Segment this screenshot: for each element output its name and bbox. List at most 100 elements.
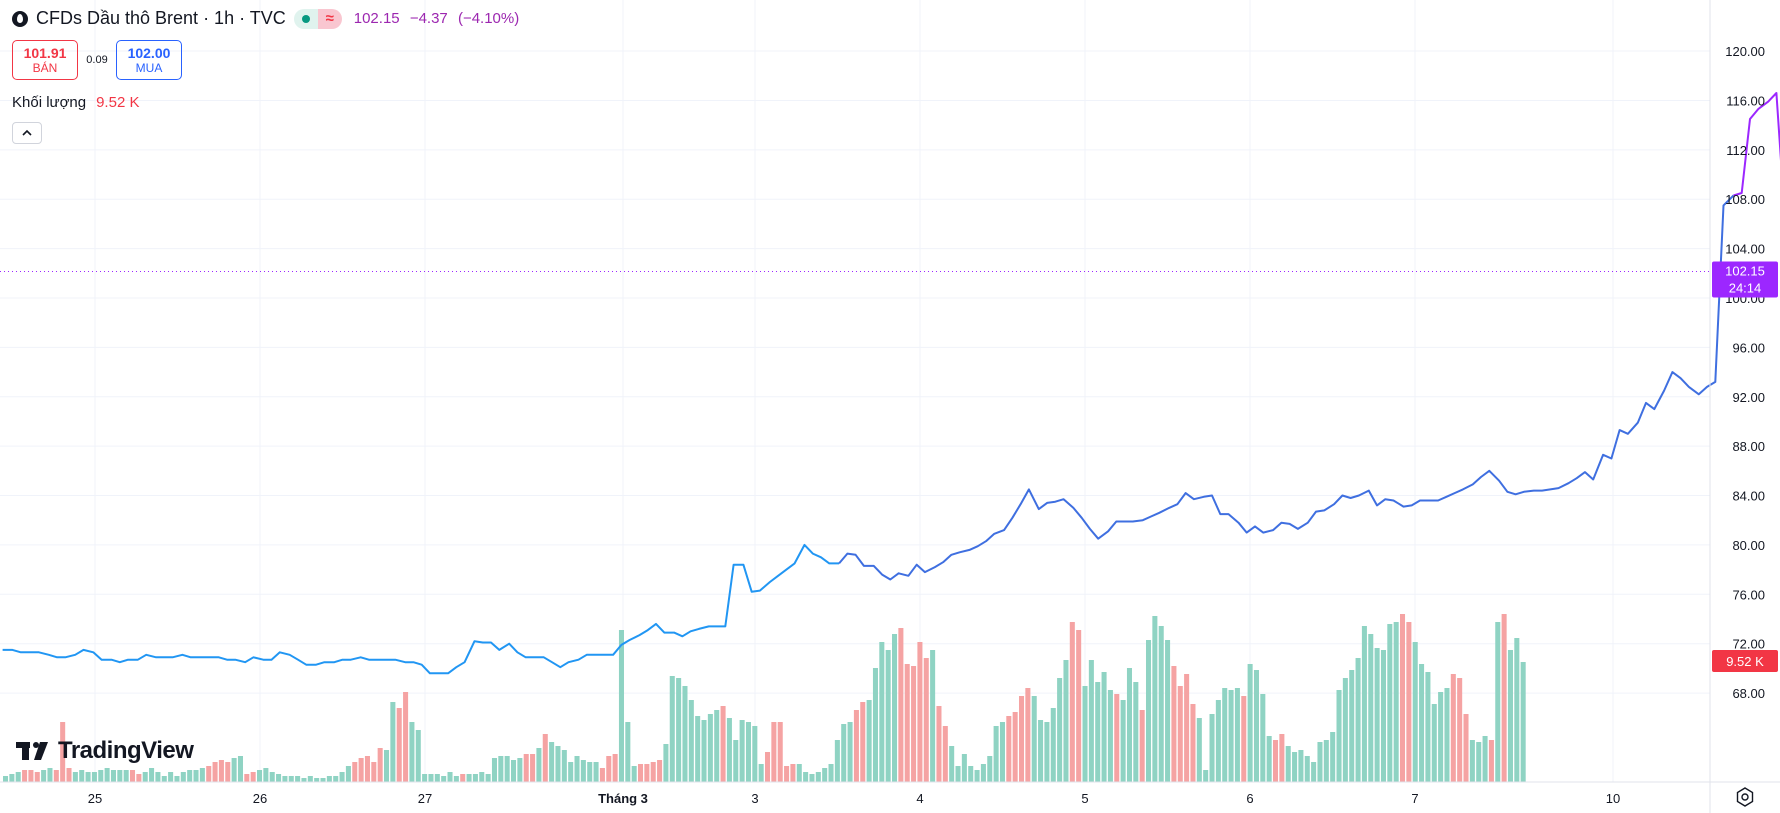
y-tick-label: 72.00	[1732, 637, 1765, 652]
sell-button[interactable]: 101.91 BÁN	[12, 40, 78, 80]
volume-bar	[453, 776, 459, 782]
volume-bar	[580, 760, 586, 782]
y-tick-label: 112.00	[1726, 143, 1765, 158]
volume-bar	[104, 768, 110, 782]
symbol-title[interactable]: CFDs Dầu thô Brent · 1h · TVC	[36, 8, 286, 28]
tradingview-logo[interactable]: TradingView	[16, 737, 194, 765]
price-summary: 102.15 −4.37 (−4.10%)	[354, 10, 526, 27]
volume-bar	[28, 770, 34, 782]
volume-bar	[1120, 700, 1126, 782]
volume-bar	[885, 650, 891, 782]
x-tick-label: 4	[916, 791, 923, 806]
logo-text: TradingView	[58, 737, 194, 764]
volume-bar	[34, 772, 40, 782]
x-tick-label: 6	[1246, 791, 1253, 806]
oil-drop-icon	[12, 10, 28, 27]
volume-bar	[136, 774, 142, 782]
y-tick-label: 108.00	[1725, 192, 1765, 207]
volume-bar	[60, 722, 66, 782]
volume-bar	[142, 772, 148, 782]
chart-settings-button[interactable]	[1734, 786, 1756, 808]
volume-bar	[847, 722, 853, 782]
volume-bar	[1044, 722, 1050, 782]
volume-bar	[415, 730, 421, 782]
volume-bar	[644, 764, 650, 782]
volume-bar	[1342, 678, 1348, 782]
volume-bar	[949, 746, 955, 782]
volume-bar	[307, 776, 313, 782]
market-open-icon	[293, 8, 318, 29]
volume-bar	[587, 762, 593, 782]
volume-bar	[1298, 750, 1304, 782]
volume-bar	[434, 774, 440, 782]
volume-bar	[47, 768, 53, 782]
price-line-series	[1733, 92, 1780, 197]
volume-bar	[110, 770, 116, 782]
y-tick-label: 68.00	[1732, 686, 1765, 701]
volume-bar	[828, 764, 834, 782]
volume-bar	[638, 764, 644, 782]
volume-bar	[288, 776, 294, 782]
volume-bar	[390, 702, 396, 782]
volume-bar	[1082, 686, 1088, 782]
volume-bar	[1457, 678, 1463, 782]
volume-bar	[771, 722, 777, 782]
market-status[interactable]: ≈	[293, 8, 342, 29]
volume-bar	[403, 692, 409, 782]
volume-bar	[1152, 616, 1158, 782]
volume-bar	[669, 676, 675, 782]
volume-bar	[218, 760, 224, 782]
volume-bar	[479, 772, 485, 782]
volume-bar	[860, 702, 866, 782]
volume-bar	[822, 768, 828, 782]
volume-bar	[326, 776, 332, 782]
volume-bar	[1171, 666, 1177, 782]
volume-bar	[879, 642, 885, 782]
x-tick-label: 7	[1411, 791, 1418, 806]
volume-bar	[968, 766, 974, 782]
price-change: −4.37	[409, 10, 448, 27]
chevron-up-icon	[22, 129, 32, 136]
volume-bar	[1266, 736, 1272, 782]
x-tick-label: 26	[253, 791, 267, 806]
volume-bar	[1228, 690, 1234, 782]
volume-bar	[682, 686, 688, 782]
volume-bar	[1292, 752, 1298, 782]
x-tick-label: 25	[88, 791, 102, 806]
x-tick-label: 3	[751, 791, 758, 806]
volume-bar	[250, 772, 256, 782]
volume-bar	[872, 668, 878, 782]
price-line-series	[838, 194, 1735, 581]
y-tick-label: 88.00	[1732, 439, 1765, 454]
volume-bar	[422, 774, 428, 782]
volume-value: 9.52 K	[96, 94, 140, 111]
volume-bar	[1368, 634, 1374, 782]
volume-bar	[22, 770, 28, 782]
volume-bar	[974, 770, 980, 782]
volume-bar	[803, 772, 809, 782]
volume-bar	[1304, 756, 1310, 782]
last-price-badge	[1712, 261, 1778, 298]
volume-legend[interactable]: Khối lượng 9.52 K	[12, 94, 139, 111]
volume-bar	[1380, 650, 1386, 782]
volume-bar	[555, 746, 561, 782]
volume-bar	[1419, 664, 1425, 782]
volume-bar	[409, 722, 415, 782]
volume-bar	[523, 754, 529, 782]
volume-bar	[352, 762, 358, 782]
volume-bar	[892, 634, 898, 782]
volume-bar	[574, 756, 580, 782]
collapse-legend-button[interactable]	[12, 122, 42, 144]
y-tick-label: 96.00	[1732, 340, 1765, 355]
volume-bar	[866, 700, 872, 782]
volume-bar	[1247, 664, 1253, 782]
buy-button[interactable]: 102.00 MUA	[116, 40, 182, 80]
volume-bar	[428, 774, 434, 782]
volume-bar	[549, 742, 555, 782]
volume-bar	[269, 772, 275, 782]
volume-bar	[765, 752, 771, 782]
volume-bar	[1031, 696, 1037, 782]
volume-bar	[1469, 740, 1475, 782]
x-tick-label: Tháng 3	[598, 791, 648, 806]
